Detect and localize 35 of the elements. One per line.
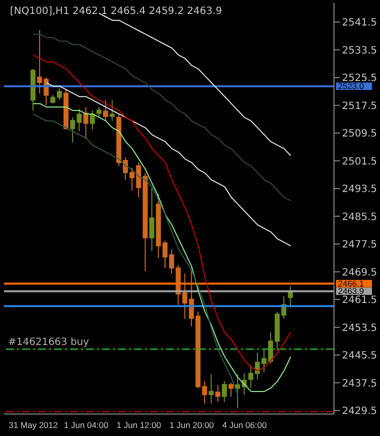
candlestick [96,106,102,118]
candlestick [83,106,88,139]
y-tick-label: 2501.5 [342,156,377,168]
candlestick [228,382,234,398]
y-tick-label: 2445.5 [342,350,377,362]
line-series [32,34,292,202]
y-tick-label: 2477.5 [342,240,377,251]
y-tick-label: 2533.5 [342,45,377,56]
x-tick-label: 4 Jun 06:00 [222,420,267,430]
x-tick-label: 1 Jun 12:00 [116,420,162,430]
line-series [98,12,292,156]
candlestick [208,374,214,404]
x-tick-label: 1 Jun 20:00 [169,420,214,430]
y-tick-label: 2469.5 [342,267,377,278]
y-tick-label: 2453.5 [342,322,377,334]
candlestick [90,110,95,130]
y-tick-label: 2485.5 [342,212,377,223]
y-tick-label: 2437.5 [342,378,377,390]
ref-line-label: 2463.9 [338,286,364,296]
y-tick-label: 2461.5 [342,295,377,306]
ref-line-label: 2466.1 [338,278,364,289]
x-tick-label: 31 May 2012 [8,420,58,430]
ref-line-label: #14621663 buy [8,337,90,348]
y-tick-label: 2493.5 [342,184,377,196]
chart-title: [NQ100],H1 2462.1 2465.4 2459.2 2463.9 [10,6,222,17]
candlestick [222,380,227,402]
candlestick [110,100,115,122]
y-tick-label: 2541.5 [342,18,377,29]
candlestick [103,100,108,122]
candlestick [149,187,154,252]
y-tick-label: 2509.5 [342,128,377,140]
candlestick [215,384,220,402]
x-tick-label: 1 Jun 04:00 [64,420,109,430]
y-tick-label: 2429.5 [342,406,377,418]
y-tick-label: 2517.5 [342,100,377,112]
